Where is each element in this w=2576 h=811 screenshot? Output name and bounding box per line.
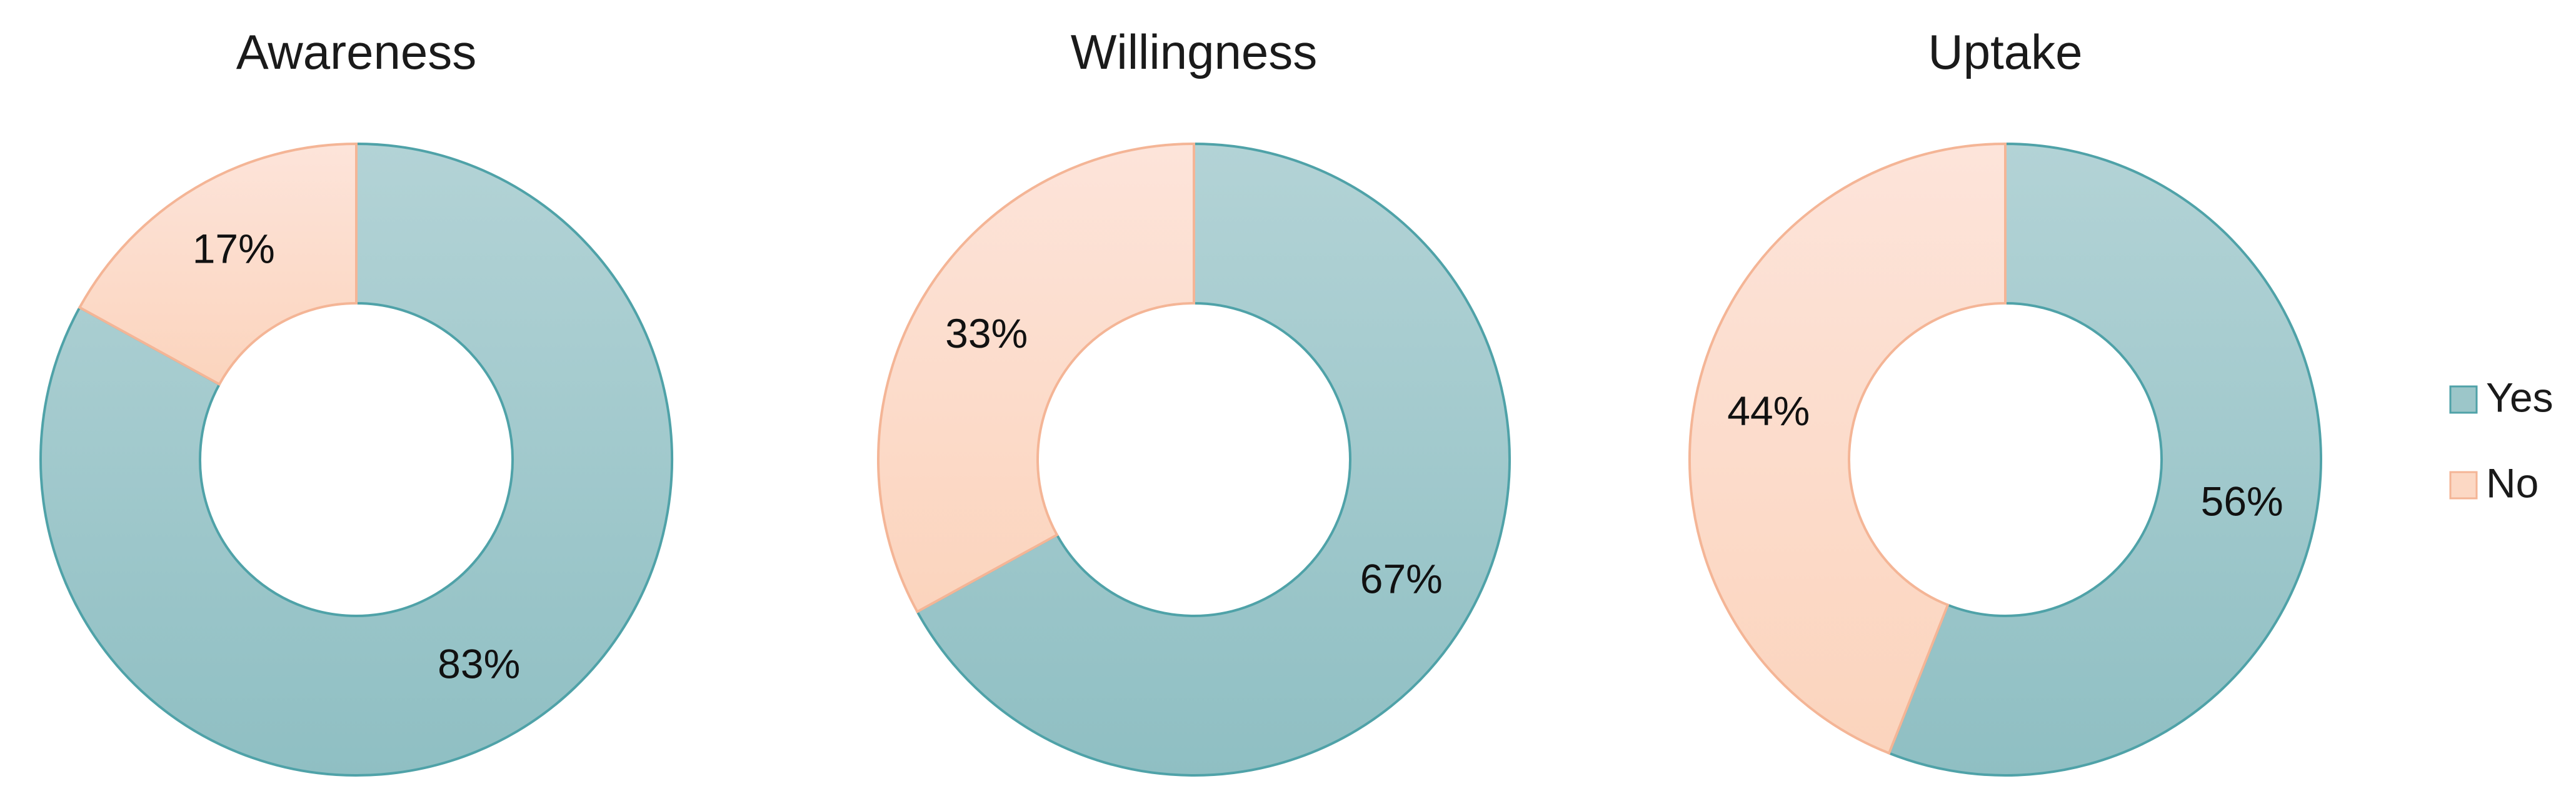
chart-title-uptake: Uptake [1928, 24, 2082, 79]
legend-label-no: No [2486, 460, 2538, 506]
donut-chart-willingness: Willingness 67% 33% [877, 24, 1511, 777]
donut-chart-awareness: Awareness 83% 17% [39, 24, 673, 777]
chart-title-awareness: Awareness [236, 24, 476, 79]
slice-awareness-yes [39, 142, 673, 777]
slice-awareness-no [78, 142, 358, 386]
slice-uptake-no [1688, 142, 2007, 755]
donut-chart-uptake: Uptake 56% 44% [1688, 24, 2322, 777]
data-label-awareness-yes: 83% [438, 640, 520, 687]
legend-swatch-no [2449, 471, 2478, 500]
data-label-willingness-no: 33% [945, 310, 1028, 356]
chart-title-willingness: Willingness [1071, 24, 1317, 79]
slice-uptake-yes [1887, 142, 2322, 777]
legend: Yes No [2449, 374, 2553, 506]
legend-label-yes: Yes [2486, 374, 2553, 420]
legend-swatch-yes [2449, 385, 2478, 414]
slice-willingness-no [877, 142, 1195, 614]
data-label-awareness-no: 17% [193, 226, 275, 272]
data-label-uptake-no: 44% [1727, 388, 1810, 434]
data-label-uptake-yes: 56% [2201, 478, 2283, 525]
slice-willingness-yes [915, 142, 1511, 777]
data-label-willingness-yes: 67% [1360, 556, 1443, 602]
